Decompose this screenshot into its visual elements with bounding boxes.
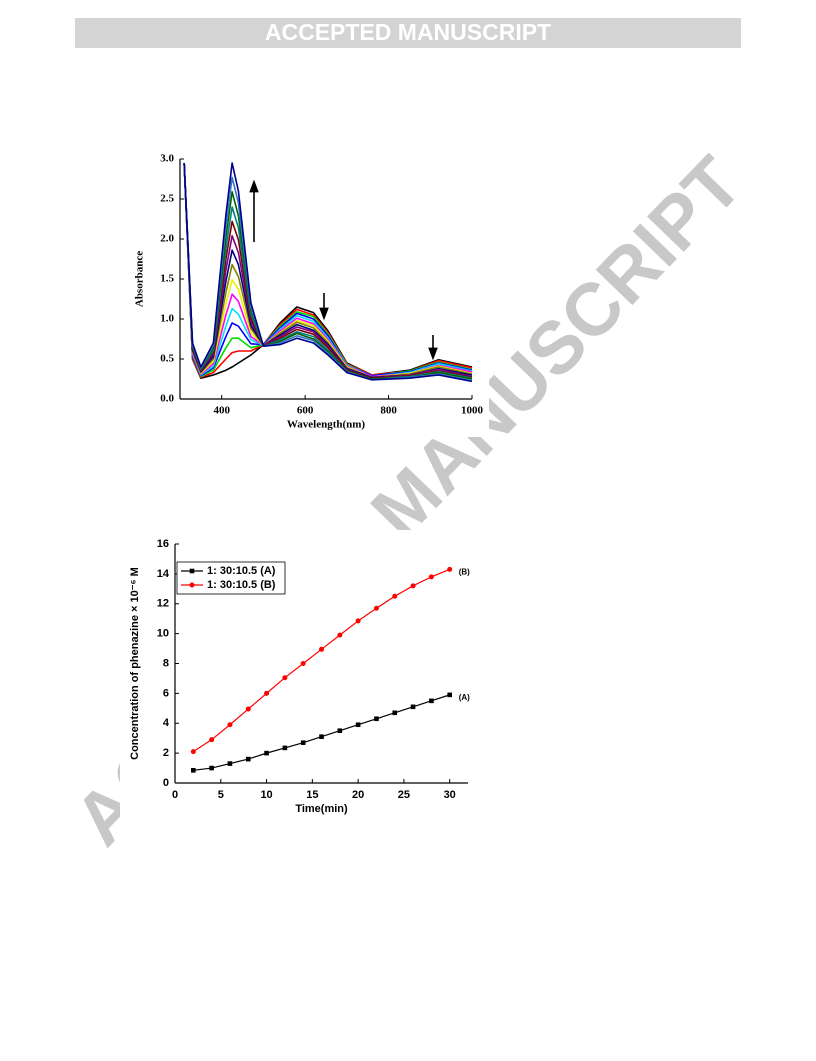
y-tick-label: 14 bbox=[157, 568, 170, 580]
y-axis-label: Concentration of phenazine × 10⁻⁶ M bbox=[129, 567, 141, 760]
data-point bbox=[227, 722, 233, 728]
y-tick-label: 12 bbox=[157, 598, 169, 610]
data-point bbox=[264, 750, 269, 756]
x-tick-label: 600 bbox=[297, 405, 314, 417]
y-tick-label: 6 bbox=[163, 687, 169, 699]
end-label: (A) bbox=[459, 693, 470, 702]
legend-marker bbox=[189, 568, 195, 574]
data-point bbox=[245, 756, 251, 762]
data-point bbox=[447, 566, 453, 572]
y-tick-label: 10 bbox=[157, 628, 169, 640]
banner bbox=[75, 18, 741, 48]
data-point bbox=[209, 765, 214, 771]
y-tick-label: 1.5 bbox=[160, 273, 174, 285]
legend-box bbox=[176, 561, 286, 595]
x-tick-label: 25 bbox=[398, 789, 410, 801]
x-tick-label: 1000 bbox=[461, 405, 484, 417]
data-point bbox=[447, 692, 452, 698]
y-tick-label: 3.0 bbox=[160, 153, 174, 165]
data-point bbox=[300, 661, 306, 666]
x-tick-label: 5 bbox=[218, 789, 224, 801]
data-point bbox=[209, 737, 215, 743]
data-point bbox=[410, 583, 416, 589]
data-point bbox=[337, 728, 343, 734]
data-point bbox=[282, 745, 288, 751]
x-tick-label: 10 bbox=[260, 789, 272, 801]
y-tick-label: 0 bbox=[163, 777, 169, 789]
chart-kinetics: 0 2 4 6 8 10 12 14 16 0 5 10 15 20 25 30 Time(min) Concen… bbox=[120, 530, 485, 821]
x-tick-label: 800 bbox=[380, 405, 397, 417]
data-point bbox=[264, 690, 270, 696]
data-point bbox=[319, 734, 324, 739]
data-point bbox=[355, 722, 361, 728]
legend-marker bbox=[189, 582, 195, 588]
data-point bbox=[392, 593, 398, 599]
banner-title: ACCEPTED MANUSCRIPT bbox=[265, 19, 551, 45]
end-label: (B) bbox=[459, 568, 470, 577]
data-line bbox=[183, 162, 473, 383]
chart-spectra: 0.0 0.5 1.0 1.5 2.0 2.5 3.0 400 600 800 1000 Wavele… bbox=[125, 145, 489, 437]
y-tick-label: 0.5 bbox=[160, 353, 174, 365]
y-tick-label: 8 bbox=[163, 657, 169, 669]
x-tick-label: 15 bbox=[306, 789, 318, 801]
data-point bbox=[374, 716, 379, 722]
data-point bbox=[227, 761, 233, 766]
y-tick-label: 16 bbox=[157, 538, 169, 550]
data-point bbox=[373, 605, 379, 611]
y-tick-label: 0.0 bbox=[160, 393, 174, 405]
arrows bbox=[249, 179, 438, 361]
data-point bbox=[410, 704, 416, 710]
data-point bbox=[245, 706, 251, 712]
y-axis-label: Absorbance bbox=[134, 251, 146, 307]
x-tick-label: 30 bbox=[444, 789, 456, 801]
legend-label: 1: 30:10.5 (B) bbox=[207, 579, 276, 591]
y-tick-label: 2.0 bbox=[160, 233, 174, 245]
data-point bbox=[428, 574, 434, 580]
y-tick-label: 2.5 bbox=[160, 193, 174, 205]
data-point bbox=[319, 646, 324, 652]
x-tick-label: 20 bbox=[352, 789, 364, 801]
x-tick-label: 400 bbox=[213, 405, 230, 417]
data-point bbox=[337, 632, 343, 638]
y-tick-label: 1.0 bbox=[160, 313, 174, 325]
y-tick-label: 4 bbox=[163, 717, 170, 729]
data-point bbox=[190, 749, 196, 755]
data-point bbox=[429, 698, 434, 704]
data-point bbox=[300, 740, 306, 745]
x-axis-label: Time(min) bbox=[295, 803, 348, 815]
data-point bbox=[355, 618, 361, 624]
data-point bbox=[392, 710, 398, 716]
y-tick-label: 2 bbox=[163, 747, 169, 759]
data-point bbox=[282, 675, 288, 681]
x-tick-label: 0 bbox=[172, 789, 178, 801]
data-point bbox=[191, 768, 196, 773]
x-axis-label: Wavelength(nm) bbox=[287, 419, 366, 431]
legend-label: 1: 30:10.5 (A) bbox=[207, 565, 276, 577]
